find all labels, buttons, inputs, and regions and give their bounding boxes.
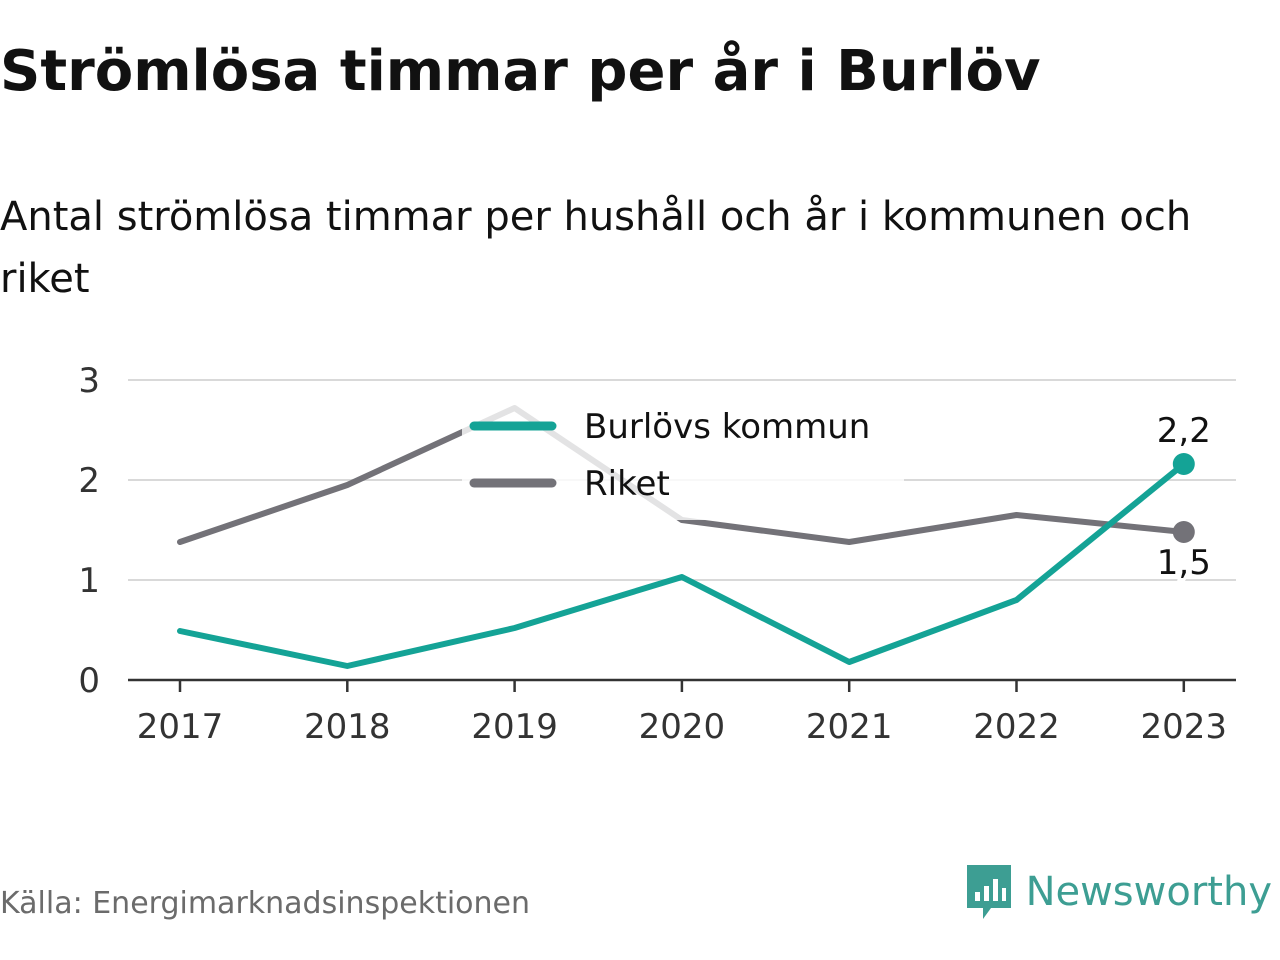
end-label-riket: 1,5	[1157, 543, 1211, 583]
y-tick-label-3: 3	[78, 361, 100, 401]
end-label-burlovs-kommun: 2,2	[1157, 411, 1211, 451]
newsworthy-logo-icon	[966, 865, 1011, 919]
x-tick-label-2017: 2017	[137, 707, 224, 747]
end-point-riket	[1172, 521, 1195, 543]
x-tick-label-2023: 2023	[1141, 707, 1228, 747]
brand-name: Newsworthy	[1025, 869, 1272, 915]
y-tick-label-2: 2	[78, 461, 100, 501]
source-note: Källa: Energimarknadsinspektionen	[0, 886, 531, 921]
x-tick-label-2021: 2021	[806, 707, 893, 747]
legend-label-burlovs-kommun: Burlövs kommun	[584, 407, 870, 447]
end-point-burlovs-kommun	[1172, 453, 1195, 475]
legend-label-riket: Riket	[584, 464, 670, 504]
x-tick-label-2022: 2022	[973, 707, 1060, 747]
x-tick-label-2018: 2018	[304, 707, 391, 747]
chart-subtitle: Antal strömlösa timmar per hushåll och å…	[0, 194, 1192, 302]
x-tick-label-2020: 2020	[639, 707, 726, 747]
line-chart: 0 1 2 3 2017 2018 2019 2020 2021 2022 2023 Burlövs …	[78, 361, 1236, 747]
y-tick-label-1: 1	[78, 561, 100, 601]
chart-title: Strömlösa timmar per år i Burlöv	[0, 39, 1041, 104]
x-tick-label-2019: 2019	[471, 707, 558, 747]
y-tick-label-0: 0	[78, 661, 100, 701]
series-line-burlovs-kommun	[177, 461, 1187, 669]
brand-logo: Newsworthy	[964, 862, 1272, 922]
